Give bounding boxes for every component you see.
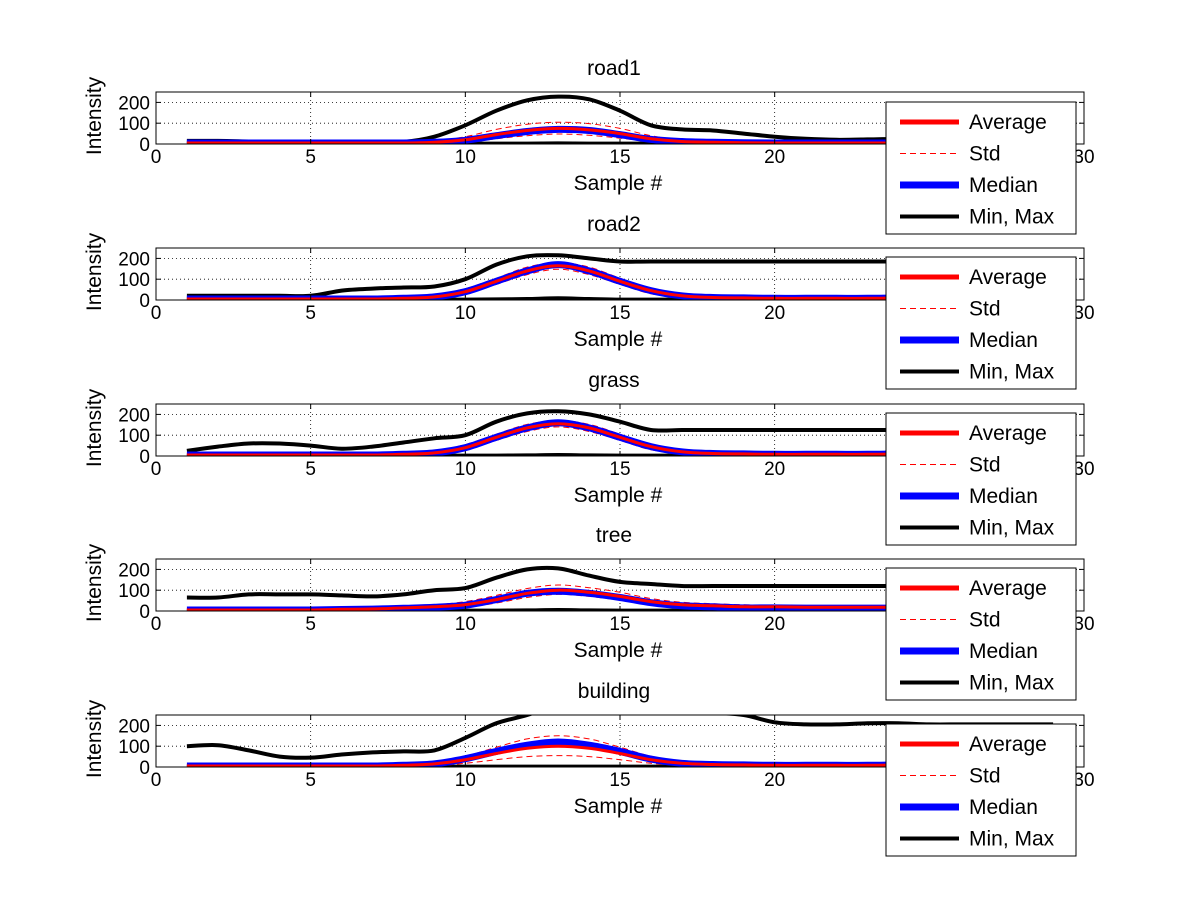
legend-label: Min, Max bbox=[969, 517, 1055, 540]
y-tick-label: 200 bbox=[118, 405, 150, 426]
x-tick-label: 15 bbox=[609, 303, 630, 324]
x-tick-label: 10 bbox=[455, 303, 476, 324]
legend-label: Min, Max bbox=[969, 206, 1055, 229]
x-tick-label: 20 bbox=[764, 459, 785, 480]
x-tick-label: 20 bbox=[764, 770, 785, 791]
y-tick-label: 100 bbox=[118, 114, 150, 135]
legend-label: Average bbox=[969, 577, 1047, 600]
x-tick-label: 30 bbox=[1073, 147, 1094, 168]
x-tick-label: 15 bbox=[609, 459, 630, 480]
x-tick-label: 10 bbox=[455, 770, 476, 791]
y-tick-label: 0 bbox=[139, 602, 150, 623]
x-tick-label: 5 bbox=[305, 147, 316, 168]
legend-label: Median bbox=[969, 329, 1038, 352]
x-axis-label: Sample # bbox=[574, 172, 663, 195]
x-tick-label: 0 bbox=[151, 459, 162, 480]
y-axis-label: Intensity bbox=[83, 699, 106, 778]
x-tick-label: 0 bbox=[151, 614, 162, 635]
legend-box bbox=[885, 567, 1077, 701]
x-tick-label: 20 bbox=[764, 147, 785, 168]
y-tick-label: 100 bbox=[118, 270, 150, 291]
y-axis-label: Intensity bbox=[83, 543, 106, 622]
y-axis-label: Intensity bbox=[83, 76, 106, 155]
legend-label: Std bbox=[969, 765, 1001, 788]
x-axis-label: Sample # bbox=[574, 484, 663, 507]
legend: Average Std Median Min, Max bbox=[885, 412, 1077, 546]
y-axis-label: Intensity bbox=[83, 232, 106, 311]
subplot-title: road2 bbox=[587, 213, 641, 236]
x-tick-label: 5 bbox=[305, 770, 316, 791]
legend-label: Std bbox=[969, 298, 1001, 321]
x-tick-label: 20 bbox=[764, 303, 785, 324]
legend-label: Std bbox=[969, 143, 1001, 166]
y-tick-label: 200 bbox=[118, 716, 150, 737]
legend-label: Average bbox=[969, 733, 1047, 756]
legend: Average Std Median Min, Max bbox=[885, 256, 1077, 390]
x-tick-label: 5 bbox=[305, 614, 316, 635]
legend-label: Average bbox=[969, 266, 1047, 289]
subplot-title: tree bbox=[596, 524, 632, 547]
y-tick-label: 200 bbox=[118, 249, 150, 270]
y-tick-label: 0 bbox=[139, 447, 150, 468]
x-tick-label: 15 bbox=[609, 770, 630, 791]
legend: Average Std Median Min, Max bbox=[885, 567, 1077, 701]
subplot-title: grass bbox=[588, 369, 639, 392]
x-tick-label: 15 bbox=[609, 147, 630, 168]
x-tick-label: 30 bbox=[1073, 459, 1094, 480]
y-tick-label: 100 bbox=[118, 737, 150, 758]
x-tick-label: 30 bbox=[1073, 770, 1094, 791]
x-axis-label: Sample # bbox=[574, 639, 663, 662]
legend-label: Min, Max bbox=[969, 828, 1055, 851]
x-tick-label: 15 bbox=[609, 614, 630, 635]
legend-label: Median bbox=[969, 174, 1038, 197]
y-tick-label: 200 bbox=[118, 560, 150, 581]
legend-label: Min, Max bbox=[969, 361, 1055, 384]
x-tick-label: 20 bbox=[764, 614, 785, 635]
legend-label: Median bbox=[969, 796, 1038, 819]
subplot-title: road1 bbox=[587, 57, 641, 80]
y-tick-label: 100 bbox=[118, 426, 150, 447]
x-tick-label: 10 bbox=[455, 614, 476, 635]
y-tick-label: 0 bbox=[139, 291, 150, 312]
legend-label: Median bbox=[969, 485, 1038, 508]
y-tick-label: 0 bbox=[139, 135, 150, 156]
x-tick-label: 30 bbox=[1073, 303, 1094, 324]
x-tick-label: 5 bbox=[305, 303, 316, 324]
subplot-title: building bbox=[578, 680, 650, 703]
legend-label: Std bbox=[969, 454, 1001, 477]
y-tick-label: 0 bbox=[139, 758, 150, 779]
legend-label: Min, Max bbox=[969, 672, 1055, 695]
legend-label: Average bbox=[969, 422, 1047, 445]
x-axis-label: Sample # bbox=[574, 795, 663, 818]
x-tick-label: 0 bbox=[151, 303, 162, 324]
y-tick-label: 200 bbox=[118, 93, 150, 114]
y-axis-label: Intensity bbox=[83, 388, 106, 467]
x-tick-label: 30 bbox=[1073, 614, 1094, 635]
y-tick-label: 100 bbox=[118, 581, 150, 602]
legend-label: Median bbox=[969, 640, 1038, 663]
legend: Average Std Median Min, Max bbox=[885, 101, 1077, 235]
legend: Average Std Median Min, Max bbox=[885, 723, 1077, 857]
x-tick-label: 5 bbox=[305, 459, 316, 480]
legend-label: Average bbox=[969, 111, 1047, 134]
x-axis-label: Sample # bbox=[574, 328, 663, 351]
legend-label: Std bbox=[969, 609, 1001, 632]
x-tick-label: 0 bbox=[151, 147, 162, 168]
x-tick-label: 10 bbox=[455, 147, 476, 168]
x-tick-label: 0 bbox=[151, 770, 162, 791]
x-tick-label: 10 bbox=[455, 459, 476, 480]
